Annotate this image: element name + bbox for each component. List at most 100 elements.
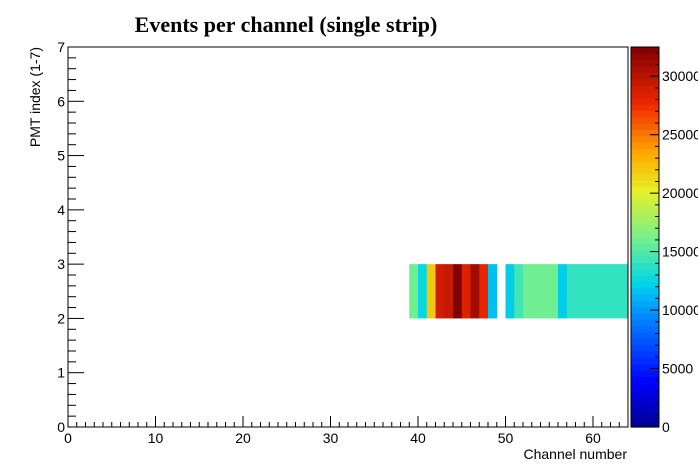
plot-frame [67, 46, 629, 428]
color-scale-band [631, 389, 659, 396]
x-axis: 0 10 20 30 40 50 60 [64, 416, 629, 446]
color-scale-band [631, 180, 659, 187]
heatmap-cell [444, 264, 454, 319]
heatmap-cells [409, 264, 629, 319]
color-scale-label: 15000 [662, 244, 698, 260]
color-scale-band [631, 104, 659, 111]
x-tick-label: 0 [64, 430, 72, 446]
color-scale-band [631, 237, 659, 244]
heatmap-cell [461, 264, 471, 319]
y-tick-label: 5 [57, 148, 65, 164]
color-scale-label: 20000 [662, 185, 698, 201]
color-scale-band [631, 135, 659, 143]
color-scale-label: 0 [662, 419, 670, 435]
color-scale-band [631, 420, 659, 428]
x-axis-label: Channel number [523, 446, 627, 462]
x-tick-label: 50 [498, 430, 514, 446]
color-scale-band [631, 161, 659, 168]
chart-title: Events per channel (single strip) [135, 12, 438, 37]
heatmap-cell [409, 264, 419, 319]
heatmap-cell [426, 264, 436, 319]
heatmap-cell [505, 264, 515, 319]
heatmap-cell [575, 264, 585, 319]
color-scale-label: 10000 [662, 302, 698, 318]
heatmap-cell [435, 264, 445, 319]
color-scale-band [631, 78, 659, 86]
color-scale-band [631, 72, 659, 80]
color-scale-band [631, 300, 659, 308]
color-scale-label: 25000 [662, 127, 698, 143]
color-scale-label: 30000 [662, 68, 698, 84]
heatmap-cell [619, 264, 629, 319]
color-scale-band [631, 325, 659, 333]
heatmap-cell [593, 264, 603, 319]
color-scale-band [631, 281, 659, 289]
y-tick-label: 6 [57, 93, 65, 109]
heatmap-cell [479, 264, 489, 319]
color-scale-band [631, 351, 659, 358]
color-scale-band [631, 249, 659, 257]
color-scale-band [631, 110, 659, 118]
color-scale-band [631, 148, 659, 156]
x-tick-label: 10 [148, 430, 164, 446]
y-tick-label: 0 [57, 419, 65, 435]
color-scale-band [631, 116, 659, 124]
color-scale-band [631, 357, 659, 365]
color-scale-band [631, 338, 659, 346]
color-scale-band [631, 173, 659, 181]
color-scale-band [631, 211, 659, 219]
color-scale-band [631, 395, 659, 403]
x-tick-label: 30 [323, 430, 339, 446]
color-scale-band [631, 382, 659, 390]
color-scale-band [631, 53, 659, 61]
color-scale-band [631, 224, 659, 232]
color-scale-band [631, 262, 659, 270]
x-tick-label: 20 [235, 430, 251, 446]
color-scale-band [631, 167, 659, 175]
heatmap-cell [584, 264, 594, 319]
heatmap-cell [531, 264, 541, 319]
heatmap-cell [540, 264, 550, 319]
color-scale-band [631, 414, 659, 422]
y-tick-label: 3 [57, 256, 65, 272]
y-tick-label: 7 [57, 39, 65, 55]
heatmap-cell [453, 264, 463, 319]
color-scale-band [631, 363, 659, 371]
heatmap-cell [610, 264, 620, 319]
y-axis-label: PMT index (1-7) [27, 47, 43, 147]
color-scale-band [631, 59, 659, 67]
heatmap-cell [488, 264, 498, 319]
y-tick-label: 4 [57, 202, 65, 218]
x-tick-label: 40 [410, 430, 426, 446]
color-scale-band [631, 199, 659, 206]
color-scale-band [631, 97, 659, 105]
color-scale-band [631, 218, 659, 225]
color-scale-band [631, 294, 659, 301]
color-scale-band [631, 123, 659, 130]
color-scale-frame [630, 46, 660, 428]
color-scale-band [631, 192, 659, 200]
x-tick-label: 60 [585, 430, 601, 446]
heatmap-cell [566, 264, 576, 319]
color-scale-band [631, 313, 659, 320]
color-scale: 0 5000 10000 15000 20000 25000 30000 [630, 46, 698, 435]
color-scale-band [631, 154, 659, 162]
color-scale-band [631, 66, 659, 73]
color-scale-band [631, 306, 659, 314]
color-scale-band [631, 230, 659, 238]
color-scale-label: 5000 [662, 361, 693, 377]
heatmap-cell [523, 264, 533, 319]
heatmap-cell [558, 264, 568, 319]
color-scale-band [631, 142, 659, 149]
color-scale-band [631, 370, 659, 377]
color-scale-band [631, 256, 659, 263]
color-scale-band [631, 91, 659, 99]
color-scale-band [631, 344, 659, 352]
color-scale-band [631, 186, 659, 194]
heatmap-cell [418, 264, 428, 319]
y-tick-label: 1 [57, 365, 65, 381]
heatmap-cell [601, 264, 611, 319]
heatmap-cell [514, 264, 524, 319]
heatmap-cell [549, 264, 559, 319]
